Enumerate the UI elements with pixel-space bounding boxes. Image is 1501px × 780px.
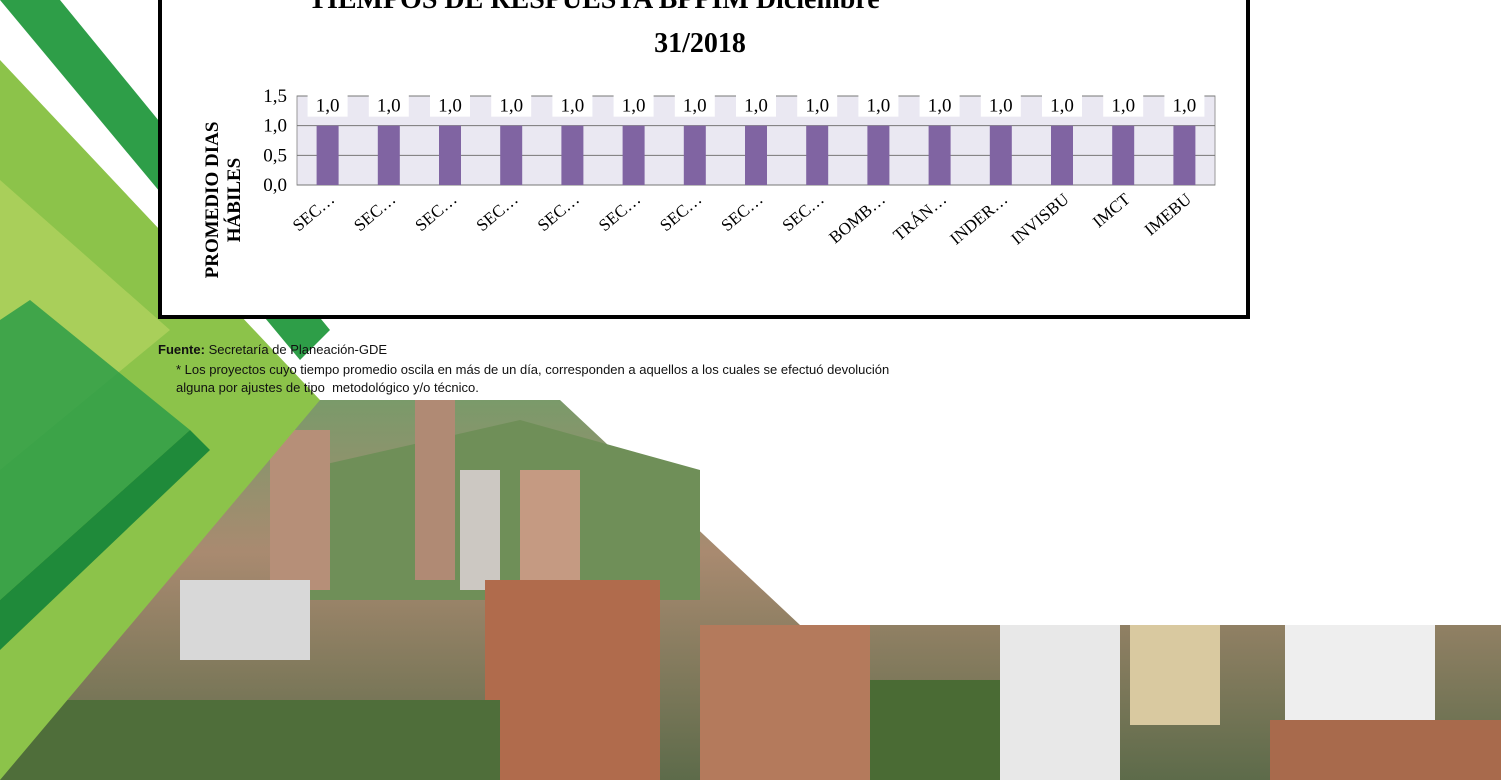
value-label-bg [307, 94, 348, 117]
value-label-bg [980, 94, 1021, 117]
value-label-bg [797, 94, 838, 117]
bar [745, 125, 767, 185]
bar [989, 125, 1012, 185]
source: Fuente: Secretaría de Planeación-GDE [158, 342, 387, 357]
chart: TIEMPOS DE RESPUESTA BPPIM Diciembre 31/… [158, 0, 1250, 319]
value-label-bg [430, 94, 470, 117]
bar [500, 125, 523, 185]
value-label-bg [1103, 94, 1144, 117]
y-tick-label: 0,5 [263, 145, 287, 166]
bar [867, 125, 890, 185]
source-label: Fuente: [158, 342, 205, 357]
value-label: 1,0 [1050, 96, 1074, 117]
bar [439, 125, 461, 185]
bar [377, 125, 400, 185]
bar [806, 125, 829, 185]
bar [683, 125, 706, 185]
value-label: 1,0 [989, 96, 1013, 117]
value-label-bg [919, 94, 960, 117]
source-text: Secretaría de Planeación-GDE [208, 342, 388, 357]
value-label: 1,0 [499, 96, 523, 117]
y-axis-label: HÁBILES [223, 158, 245, 242]
chart-title: 31/2018 [654, 28, 746, 59]
note-line: alguna por ajustes de tipo metodológico … [176, 380, 479, 395]
value-label: 1,0 [805, 96, 829, 117]
value-label-bg [1042, 94, 1082, 117]
bar [1051, 125, 1073, 185]
value-label: 1,0 [561, 96, 585, 117]
chart-title: TIEMPOS DE RESPUESTA BPPIM Diciembre [308, 0, 879, 15]
value-label-bg [552, 94, 593, 117]
value-label: 1,0 [928, 96, 952, 117]
value-label-bg [736, 94, 776, 117]
bar [1173, 125, 1196, 185]
value-label: 1,0 [316, 96, 340, 117]
value-label-bg [613, 94, 654, 117]
bar [928, 125, 951, 185]
value-label: 1,0 [867, 96, 891, 117]
value-label: 1,0 [377, 96, 401, 117]
city-photo [0, 400, 1501, 780]
value-label: 1,0 [438, 96, 462, 117]
value-label: 1,0 [1173, 96, 1197, 117]
bar [561, 125, 584, 185]
bar [1112, 125, 1135, 185]
value-label-bg [674, 94, 715, 117]
y-axis-label: PROMEDIO DIAS [202, 122, 223, 279]
value-label-bg [858, 94, 899, 117]
y-tick-label: 1,5 [263, 86, 287, 107]
value-label: 1,0 [683, 96, 707, 117]
bar [316, 125, 339, 185]
value-label-bg [368, 94, 409, 117]
value-label-bg [491, 94, 532, 117]
note-line: * Los proyectos cuyo tiempo promedio osc… [176, 362, 890, 377]
y-tick-label: 0,0 [263, 175, 287, 196]
value-label-bg [1164, 94, 1205, 117]
value-label: 1,0 [1111, 96, 1135, 117]
bar [622, 125, 645, 185]
y-tick-label: 1,0 [263, 116, 287, 137]
value-label: 1,0 [744, 96, 768, 117]
value-label: 1,0 [622, 96, 646, 117]
